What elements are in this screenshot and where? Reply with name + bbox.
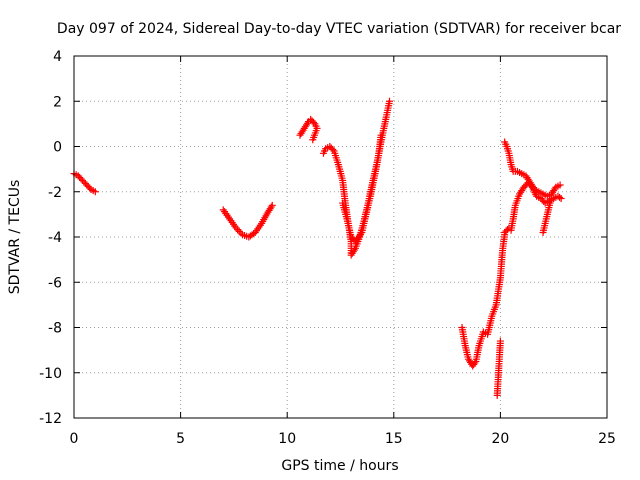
data-point bbox=[471, 359, 479, 367]
y-axis-label: SDTVAR / TECUs bbox=[7, 180, 23, 295]
y-tick-label: -8 bbox=[48, 321, 62, 337]
data-point bbox=[235, 227, 243, 235]
data-point bbox=[556, 181, 564, 189]
y-tick-label: -4 bbox=[48, 230, 62, 246]
data-point bbox=[86, 184, 94, 192]
data-point bbox=[377, 131, 385, 139]
data-point bbox=[267, 203, 275, 211]
data-point bbox=[309, 118, 317, 126]
data-point bbox=[350, 246, 358, 254]
y-tick-label: 0 bbox=[53, 140, 62, 156]
y-tick-labels: 4 2 0 -2 -4 -6 -8 -10 -12 bbox=[39, 49, 62, 427]
data-point bbox=[237, 229, 245, 237]
y-tick-label: -6 bbox=[48, 275, 62, 291]
data-point bbox=[91, 188, 99, 196]
plot-frame bbox=[73, 55, 608, 419]
y-tick-label: -10 bbox=[39, 366, 62, 382]
y-tick-label: 4 bbox=[53, 49, 62, 65]
x-tick-label: 0 bbox=[70, 431, 79, 447]
data-point bbox=[496, 337, 504, 345]
x-tick-label: 5 bbox=[176, 431, 185, 447]
data-points bbox=[70, 97, 565, 399]
y-tick-label: -12 bbox=[39, 411, 62, 427]
data-point bbox=[268, 201, 276, 209]
data-point bbox=[234, 226, 242, 234]
y-tick-label: -2 bbox=[48, 185, 62, 201]
chart-title: Day 097 of 2024, Sidereal Day-to-day VTE… bbox=[57, 21, 621, 37]
x-tick-label: 15 bbox=[385, 431, 403, 447]
y-tick-label: 2 bbox=[53, 94, 62, 110]
x-axis-label: GPS time / hours bbox=[281, 458, 398, 474]
data-point bbox=[309, 136, 317, 144]
x-tick-labels: 0 5 10 15 20 25 bbox=[70, 431, 616, 447]
data-point bbox=[548, 195, 556, 203]
data-point bbox=[232, 224, 240, 232]
x-tick-label: 25 bbox=[598, 431, 616, 447]
x-tick-label: 20 bbox=[491, 431, 509, 447]
data-point bbox=[556, 193, 564, 201]
data-point bbox=[504, 225, 512, 233]
data-point bbox=[557, 195, 565, 203]
x-tick-label: 10 bbox=[278, 431, 296, 447]
data-point bbox=[329, 146, 337, 154]
data-point bbox=[386, 97, 394, 105]
data-point bbox=[303, 119, 311, 127]
